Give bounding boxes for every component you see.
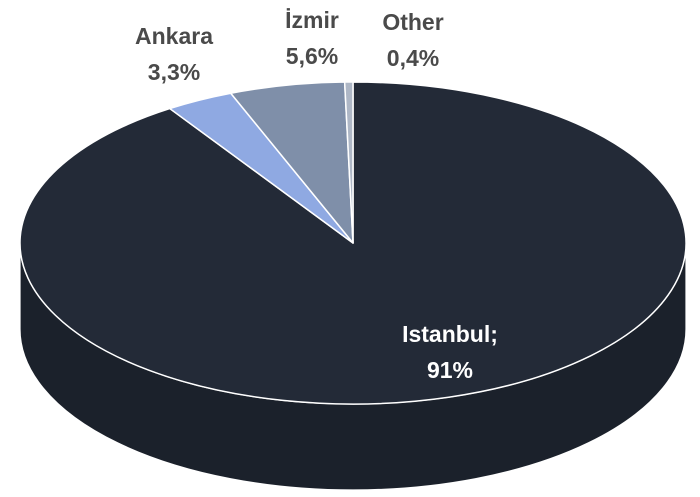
slice-label: Istanbul; xyxy=(402,321,498,347)
slice-value-label: 0,4% xyxy=(387,45,439,71)
slice-value-label: 5,6% xyxy=(286,43,338,69)
pie-slice xyxy=(343,81,354,244)
slice-label: İzmir xyxy=(285,7,339,33)
slice-value-label: 3,3% xyxy=(148,59,200,85)
slice-value-label: 91% xyxy=(427,357,473,383)
slice-label: Other xyxy=(382,9,443,35)
slice-label: Ankara xyxy=(135,23,213,49)
